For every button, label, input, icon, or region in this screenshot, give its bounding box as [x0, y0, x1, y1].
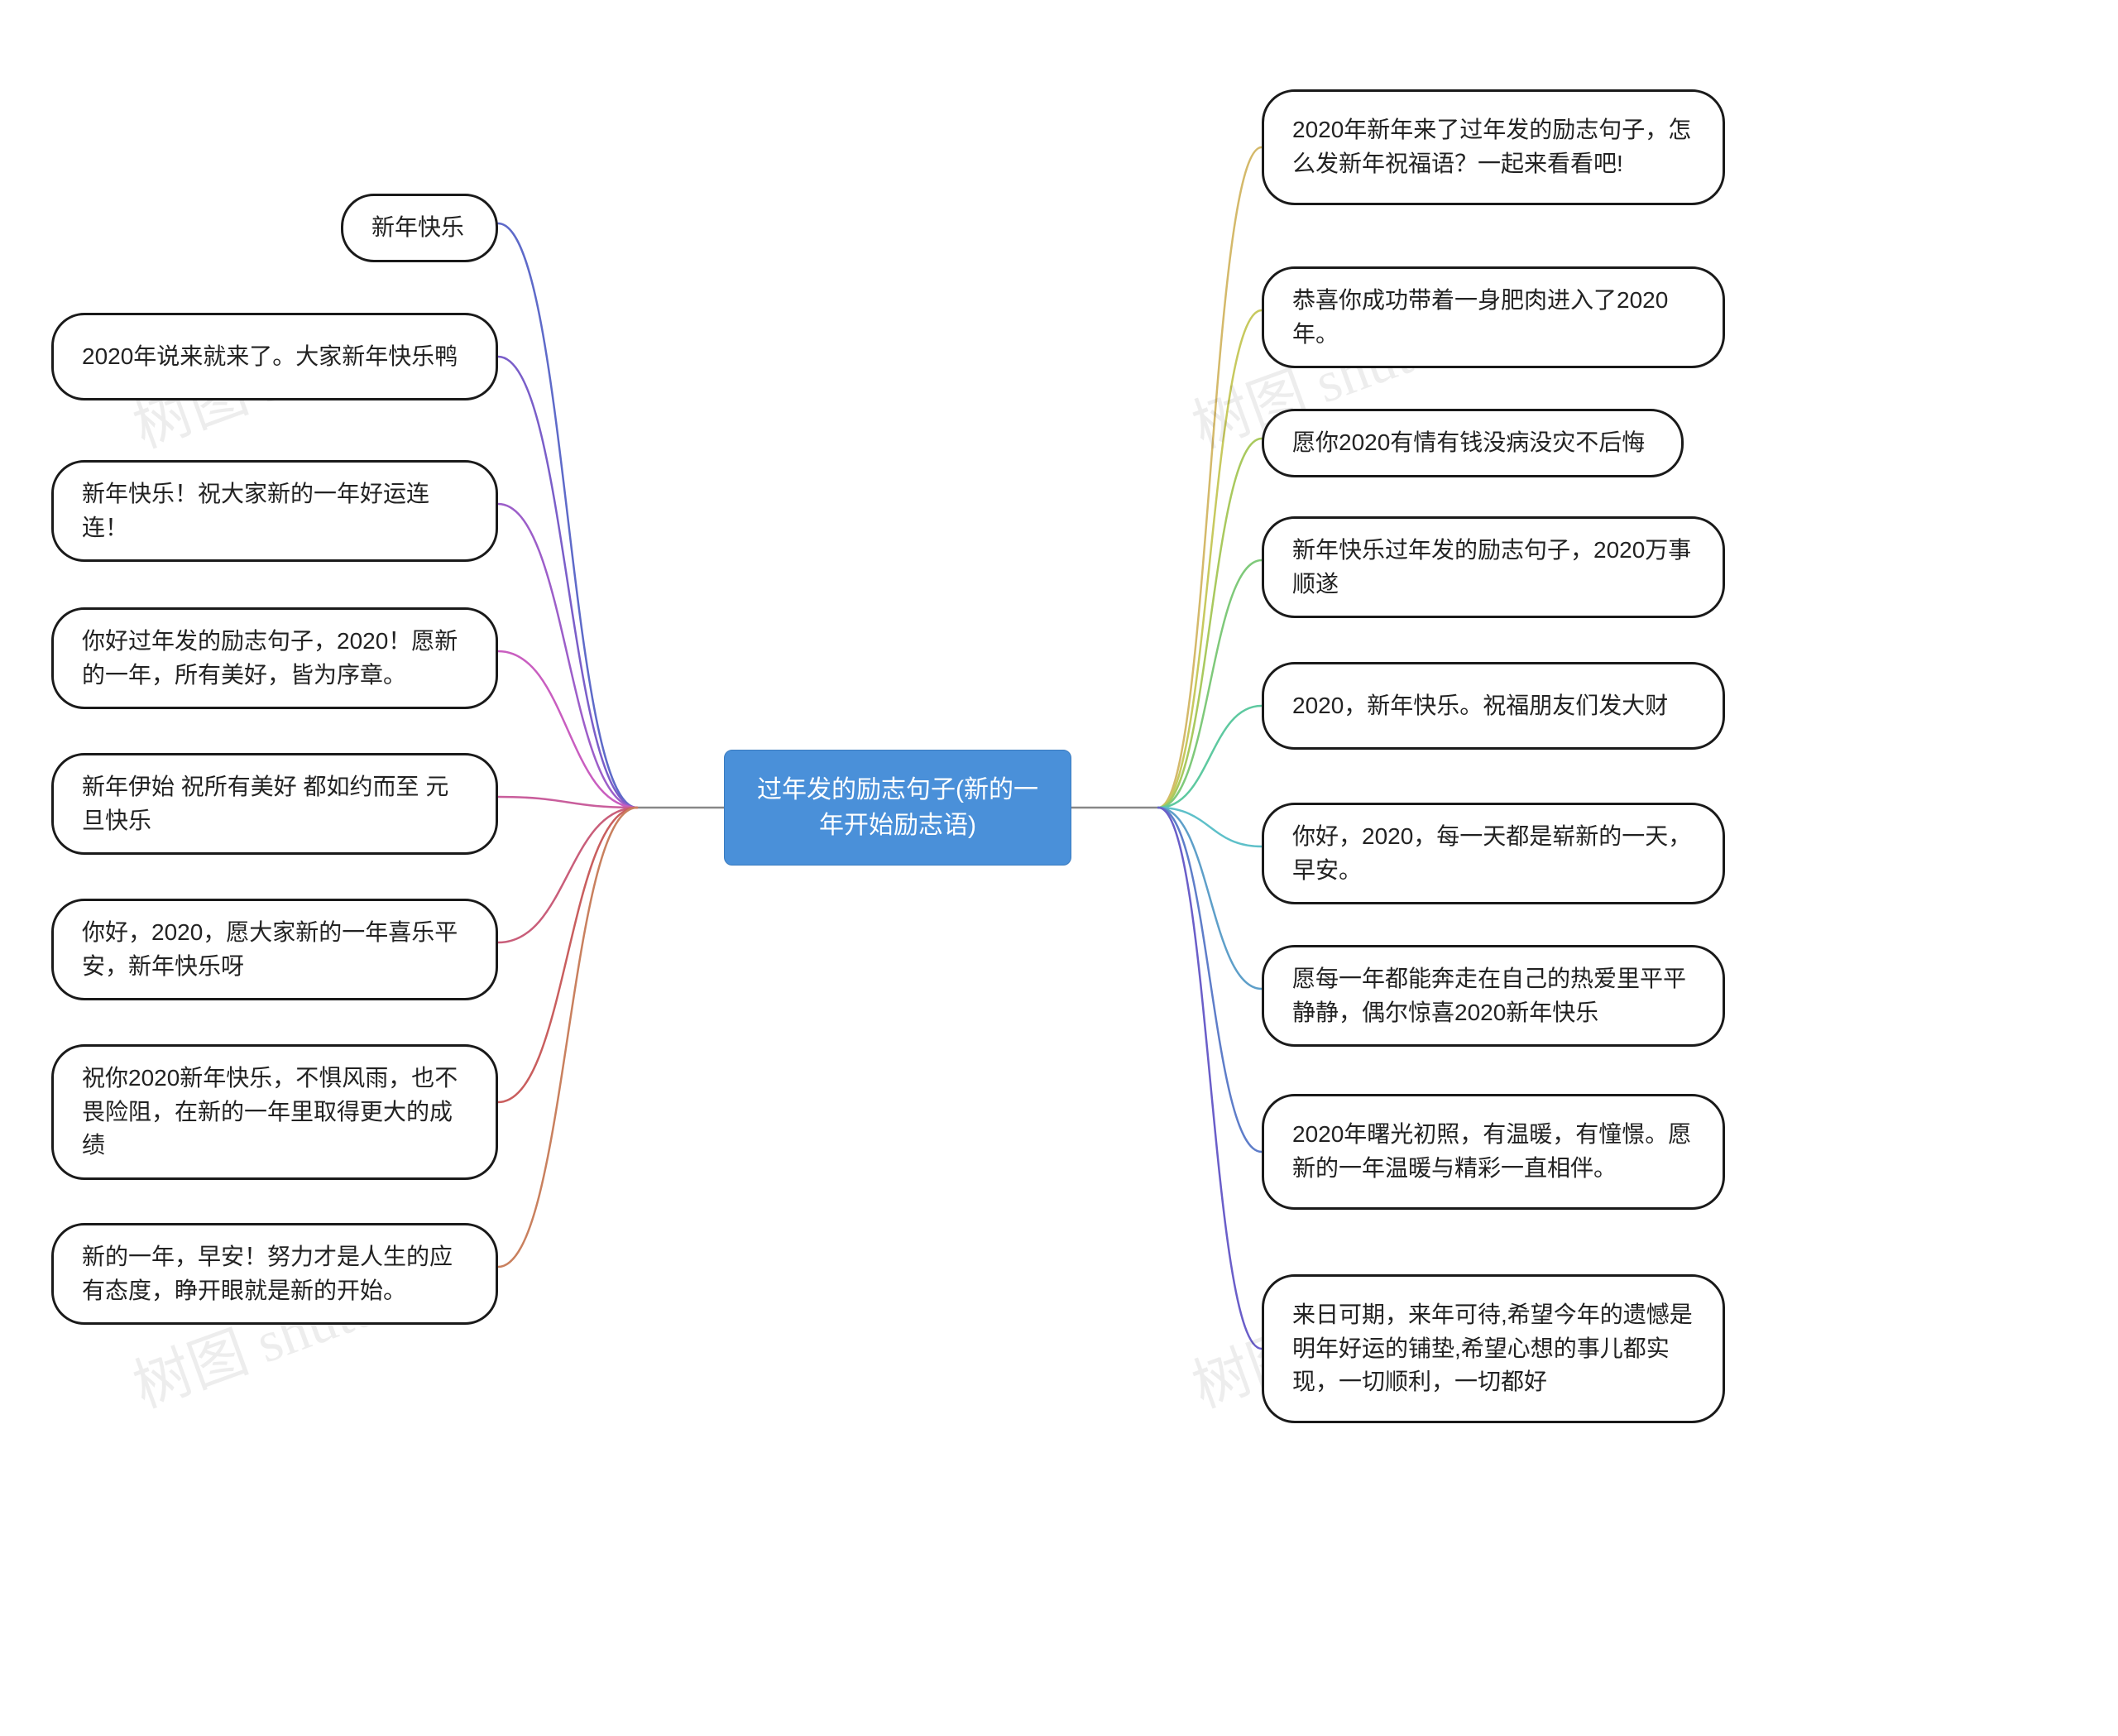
right-node-8: 来日可期，来年可待,希望今年的遗憾是明年好运的铺垫,希望心想的事儿都实现，一切顺… [1262, 1274, 1725, 1423]
left-node-1: 2020年说来就来了。大家新年快乐鸭 [51, 313, 498, 400]
right-node-3: 新年快乐过年发的励志句子，2020万事顺遂 [1262, 516, 1725, 618]
left-node-0: 新年快乐 [341, 194, 498, 262]
right-node-0: 2020年新年来了过年发的励志句子，怎么发新年祝福语？一起来看看吧! [1262, 89, 1725, 205]
left-node-3: 你好过年发的励志句子，2020！愿新的一年，所有美好，皆为序章。 [51, 607, 498, 709]
left-node-6: 祝你2020新年快乐，不惧风雨，也不畏险阻，在新的一年里取得更大的成绩 [51, 1044, 498, 1180]
mindmap-canvas: 树图 shutu.cn树图 shutu.cn树图 shutu.cn树图 shut… [0, 0, 2118, 1736]
right-node-2: 愿你2020有情有钱没病没灾不后悔 [1262, 409, 1684, 477]
right-node-1: 恭喜你成功带着一身肥肉进入了2020年。 [1262, 266, 1725, 368]
edges-layer [0, 0, 2118, 1736]
right-node-4: 2020，新年快乐。祝福朋友们发大财 [1262, 662, 1725, 750]
left-node-7: 新的一年，早安！努力才是人生的应有态度，睁开眼就是新的开始。 [51, 1223, 498, 1325]
right-node-5: 你好，2020，每一天都是崭新的一天，早安。 [1262, 803, 1725, 904]
right-node-6: 愿每一年都能奔走在自己的热爱里平平静静，偶尔惊喜2020新年快乐 [1262, 945, 1725, 1047]
center-node: 过年发的励志句子(新的一年开始励志语) [724, 750, 1071, 866]
left-node-2: 新年快乐！祝大家新的一年好运连连！ [51, 460, 498, 562]
left-node-5: 你好，2020，愿大家新的一年喜乐平安，新年快乐呀 [51, 899, 498, 1000]
right-node-7: 2020年曙光初照，有温暖，有憧憬。愿新的一年温暖与精彩一直相伴。 [1262, 1094, 1725, 1210]
left-node-4: 新年伊始 祝所有美好 都如约而至 元旦快乐 [51, 753, 498, 855]
